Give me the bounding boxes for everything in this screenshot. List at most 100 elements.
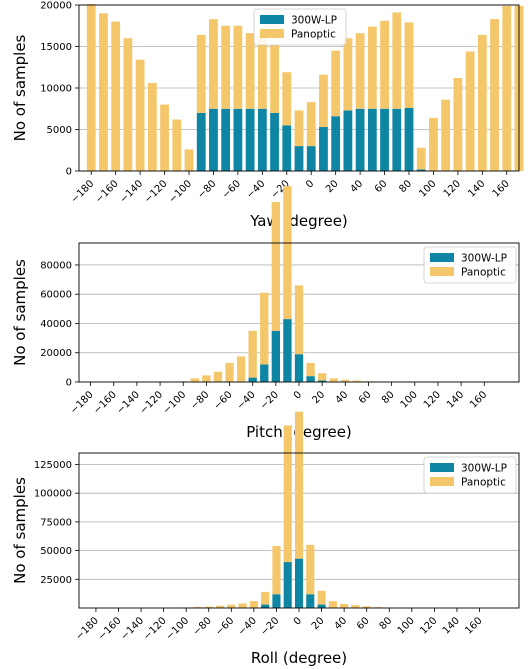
bar-300w-lp: [248, 377, 257, 382]
x-tick-label: 60: [373, 178, 390, 195]
chart-panel-3: 250005000075000100000125000−180−160−140−…: [11, 411, 520, 667]
bar-panoptic: [190, 378, 199, 382]
bar-panoptic: [135, 59, 145, 171]
y-tick-label: 20000: [40, 348, 72, 359]
x-tick-label: 80: [380, 389, 397, 406]
x-tick-label: −100: [164, 615, 191, 642]
bar-panoptic: [319, 74, 328, 128]
legend-label: 300W-LP: [461, 253, 507, 265]
bar-panoptic: [215, 605, 225, 608]
x-tick-label: 40: [348, 178, 365, 195]
y-tick-label: 10000: [40, 84, 72, 95]
bar-panoptic: [193, 607, 202, 608]
bar-300w-lp: [233, 108, 243, 171]
bar-panoptic: [317, 373, 327, 381]
legend-label: 300W-LP: [461, 463, 507, 475]
bar-panoptic: [490, 19, 499, 171]
x-tick-label: −120: [142, 615, 169, 642]
x-tick-label: −40: [245, 178, 268, 201]
bar-panoptic: [373, 607, 383, 608]
bar-panoptic: [306, 544, 315, 595]
y-tick-label: 0: [66, 167, 72, 178]
x-tick-label: 160: [468, 389, 489, 410]
bar-panoptic: [329, 378, 338, 382]
bar-panoptic: [248, 330, 257, 378]
bar-panoptic: [502, 5, 512, 171]
axes-frame: [78, 4, 520, 172]
legend-swatch-panoptic: [430, 477, 454, 486]
x-tick-label: −80: [189, 389, 212, 412]
bar-panoptic: [236, 356, 246, 382]
bar-panoptic: [282, 72, 292, 126]
bar-panoptic: [362, 606, 371, 608]
x-axis-label: Roll (degree): [251, 649, 347, 667]
x-tick-label: −20: [259, 615, 282, 638]
legend-swatch-300w-lp: [430, 253, 454, 262]
x-tick-label: 80: [378, 615, 395, 632]
x-tick-label: 0: [292, 389, 304, 401]
bar-panoptic: [283, 425, 292, 563]
bar-panoptic: [271, 202, 281, 331]
chart-panel-2: 0 20000 40000 60000 80000 −180−160−140−120−10…: [11, 185, 520, 441]
bar-panoptic: [204, 606, 213, 608]
bar-300w-lp: [196, 112, 206, 171]
bar-300w-lp: [317, 380, 327, 382]
legend: 300W-LP Panoptic: [253, 8, 347, 46]
bar-panoptic: [245, 33, 255, 109]
x-tick-label: 100: [396, 615, 417, 636]
bar-panoptic: [392, 12, 402, 109]
x-tick-label: 20: [310, 615, 327, 632]
x-tick-label: 160: [491, 178, 512, 199]
x-tick-label: −160: [94, 178, 121, 205]
bar-panoptic: [233, 25, 243, 109]
bar-panoptic: [260, 292, 269, 365]
bar-panoptic: [272, 546, 281, 595]
x-tick-label: −180: [74, 615, 101, 642]
bar-300w-lp: [221, 108, 231, 171]
y-tick-label: 80000: [40, 260, 72, 271]
x-tick-label: −100: [161, 389, 188, 416]
y-tick-label: 125000: [34, 460, 72, 471]
bar-300w-lp: [306, 594, 315, 608]
bar-panoptic: [184, 149, 194, 171]
bar-300w-lp: [317, 604, 326, 608]
bar-panoptic: [261, 591, 270, 605]
bar-300w-lp: [306, 376, 315, 382]
legend-swatch-panoptic: [260, 29, 284, 38]
x-tick-label: −160: [96, 615, 123, 642]
bar-panoptic: [331, 50, 341, 117]
bar-300w-lp: [306, 146, 316, 171]
bar-panoptic: [221, 25, 231, 109]
bar-panoptic: [111, 21, 121, 171]
bar-panoptic: [209, 19, 218, 109]
x-tick-label: −180: [69, 178, 96, 205]
bar-panoptic: [465, 51, 475, 172]
x-tick-label: 140: [445, 389, 466, 410]
y-tick-label: 50000: [40, 546, 72, 557]
bar-panoptic: [477, 34, 487, 171]
x-tick-label: 40: [334, 389, 351, 406]
bar-300w-lp: [319, 127, 328, 171]
x-tick-label: −80: [196, 178, 219, 201]
x-tick-label: 20: [310, 389, 327, 406]
bar-panoptic: [160, 104, 169, 171]
x-tick-label: −20: [258, 389, 281, 412]
x-tick-label: 0: [292, 615, 304, 627]
bar-panoptic: [147, 83, 157, 171]
bar-panoptic: [453, 78, 463, 171]
bar-300w-lp: [270, 112, 279, 171]
bar-panoptic: [86, 4, 96, 172]
y-tick-label: 5000: [47, 125, 72, 136]
bar-300w-lp: [261, 604, 270, 608]
x-tick-label: −40: [235, 389, 258, 412]
x-tick-label: −120: [138, 389, 165, 416]
legend-label: Panoptic: [461, 477, 506, 489]
x-tick-label: −140: [119, 615, 146, 642]
bar-panoptic: [249, 601, 258, 608]
x-tick-label: −40: [236, 615, 259, 638]
legend: 300W-LP Panoptic: [423, 456, 517, 494]
bar-panoptic: [123, 38, 133, 172]
bar-panoptic: [283, 185, 292, 320]
bar-300w-lp: [272, 594, 281, 608]
bar-panoptic: [355, 33, 365, 109]
